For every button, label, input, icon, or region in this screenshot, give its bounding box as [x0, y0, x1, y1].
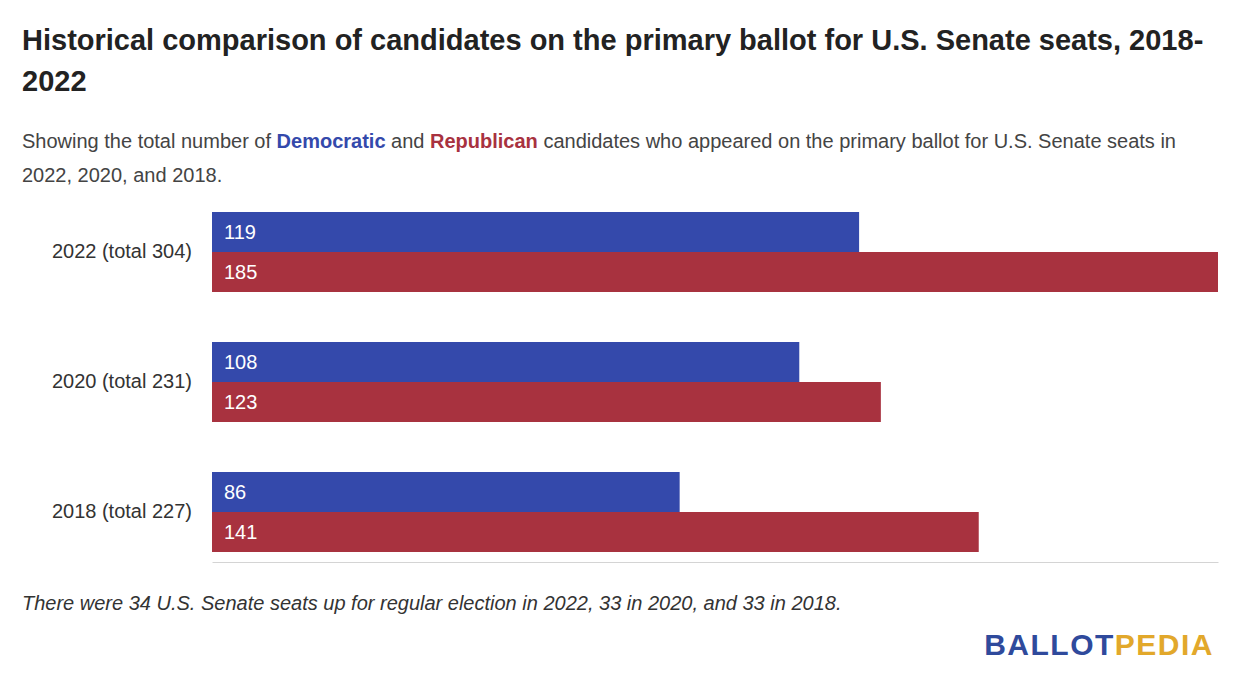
data-labels: 119 108 86 185 123 141 [224, 221, 257, 543]
subtitle: Showing the total number of Democratic a… [22, 124, 1222, 192]
data-label: 86 [224, 481, 246, 503]
bar [212, 342, 799, 382]
data-label: 141 [224, 521, 257, 543]
note: There were 34 U.S. Senate seats up for r… [22, 592, 1222, 615]
data-label: 123 [224, 391, 257, 413]
source-text: PEDIA [1115, 628, 1214, 661]
bar [212, 382, 881, 422]
title: Historical comparison of candidates on t… [22, 20, 1222, 102]
legend-entry: Republican [430, 130, 538, 152]
y-tick: 2022 (total 304) [52, 240, 192, 262]
y-tick: 2018 (total 227) [52, 500, 192, 522]
x-axis [213, 562, 1219, 563]
y-tick-label: 2018 (total 227) [52, 500, 192, 522]
legend-entry: Democratic [277, 130, 386, 152]
source-logo: BALLOTPEDIA [984, 628, 1214, 662]
y-axis: 2022 (total 304) 2020 (total 231) 2018 (to… [52, 240, 192, 522]
x-axis-line [213, 562, 1219, 563]
data-label: 108 [224, 351, 257, 373]
bar [212, 512, 979, 552]
subtitle-text: Showing the total number of [22, 130, 277, 152]
data-label: 185 [224, 261, 257, 283]
y-tick-label: 2022 (total 304) [52, 240, 192, 262]
source-text: BALLOT [984, 628, 1115, 661]
data-label: 119 [224, 221, 256, 243]
bar [212, 472, 680, 512]
bars [212, 212, 1218, 552]
chart: 119 108 86 185 123 141 2022 (total 304) 2020 (t… [0, 0, 1240, 692]
bar [212, 252, 1218, 292]
y-tick: 2020 (total 231) [52, 370, 192, 392]
subtitle-text: and [386, 130, 430, 152]
y-tick-label: 2020 (total 231) [52, 370, 192, 392]
bar [212, 212, 859, 252]
